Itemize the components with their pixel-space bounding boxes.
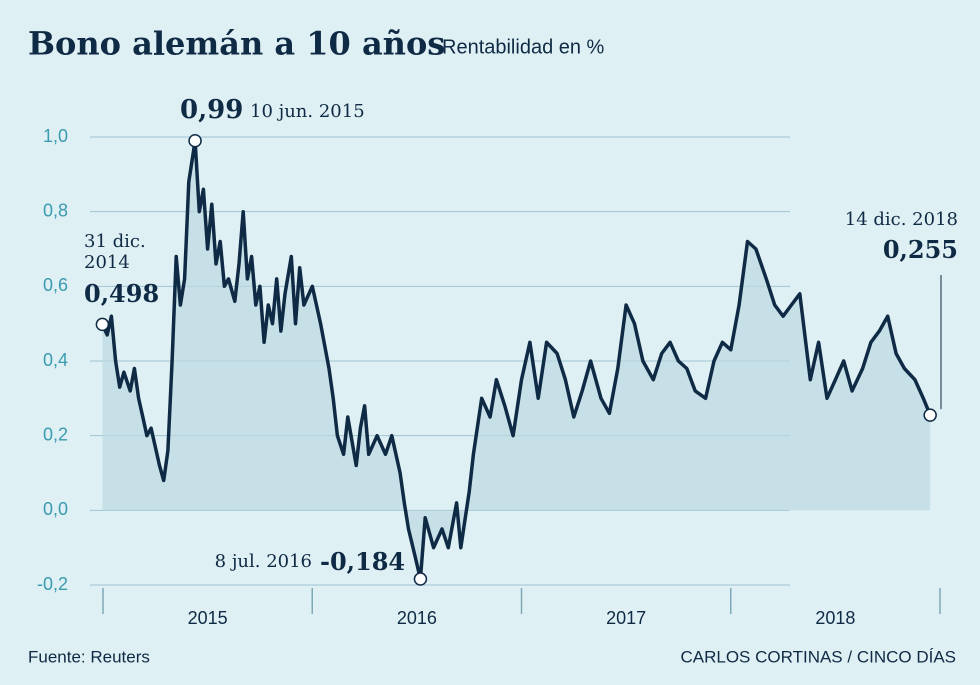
annotation-value: -0,184 xyxy=(320,547,406,576)
x-tick-label: 2017 xyxy=(606,608,646,628)
annotation-marker xyxy=(95,317,110,332)
y-tick-label: 1,0 xyxy=(43,126,68,146)
annotation-date: 14 dic. 2018 xyxy=(844,209,958,230)
y-tick-label: -0,2 xyxy=(37,574,68,594)
x-tick-label: 2015 xyxy=(188,608,228,628)
annotation-value: 0,498 xyxy=(84,279,160,308)
y-tick-label: 0,2 xyxy=(43,424,68,444)
chart-subtitle: Rentabilidad en % xyxy=(442,36,605,58)
y-tick-label: 0,8 xyxy=(43,200,68,220)
annotation-value: 0,99 xyxy=(180,95,244,125)
annotation-marker xyxy=(923,408,937,422)
x-tick-label: 2018 xyxy=(815,608,855,628)
annotation-date: 8 jul. 2016 xyxy=(214,551,312,572)
annotation-date: 10 jun. 2015 xyxy=(250,101,365,122)
y-tick-label: 0,0 xyxy=(43,499,68,519)
credit: CARLOS CORTINAS / CINCO DÍAS xyxy=(680,647,956,666)
annotation-marker xyxy=(413,572,428,586)
chart-title: Bono alemán a 10 años xyxy=(28,25,445,63)
annotation-value: 0,255 xyxy=(882,235,958,264)
annotation-marker xyxy=(188,133,202,148)
source: Fuente: Reuters xyxy=(28,647,150,666)
y-tick-label: 0,6 xyxy=(43,275,68,295)
x-tick-label: 2016 xyxy=(397,608,437,628)
annotation-date: 31 dic. 2014 xyxy=(84,231,146,273)
y-tick-label: 0,4 xyxy=(43,350,68,370)
area xyxy=(102,140,931,579)
